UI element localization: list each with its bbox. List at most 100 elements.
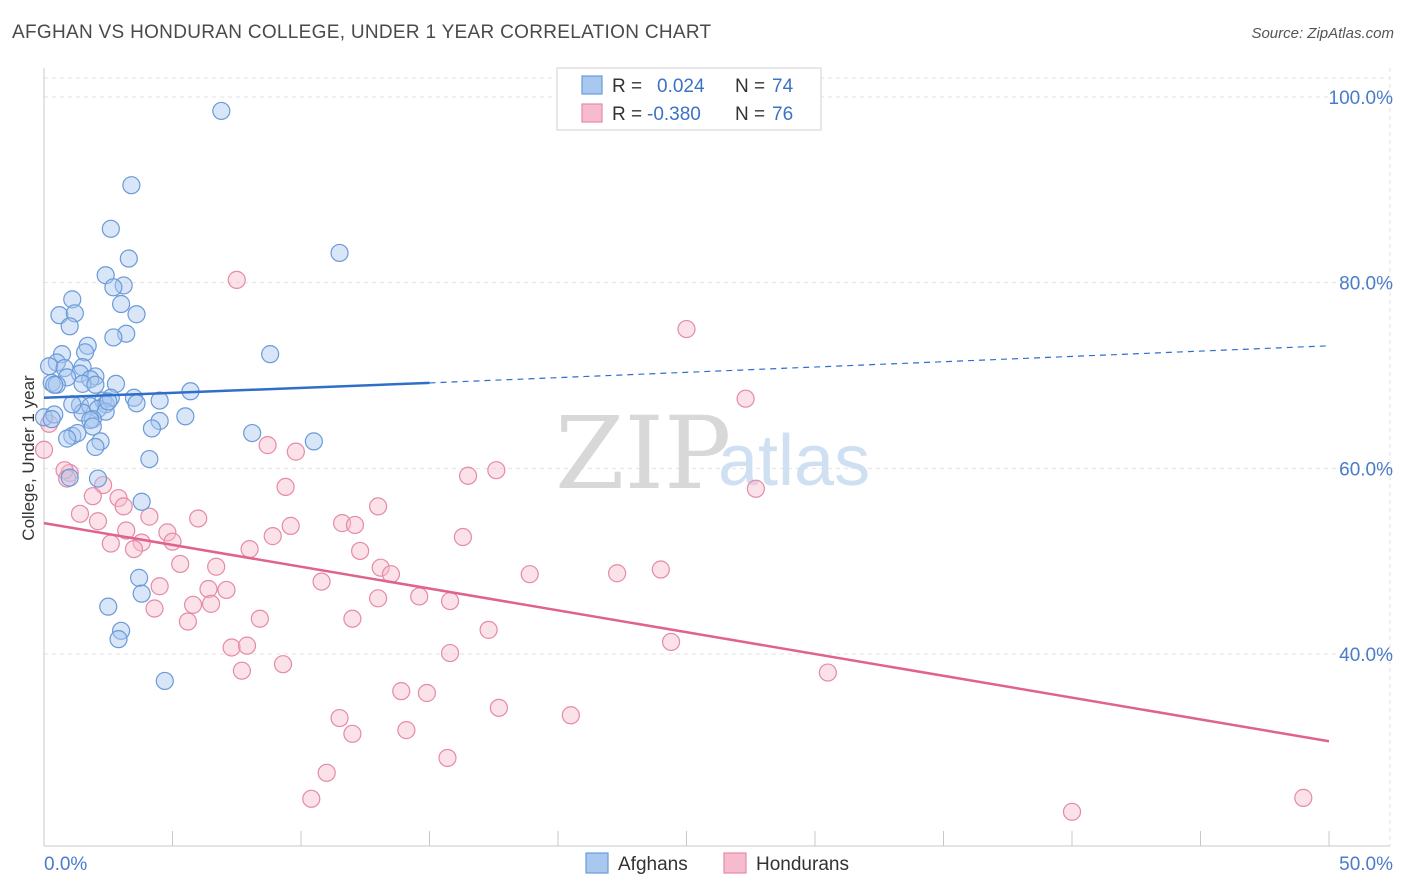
honduran-point — [263, 527, 282, 546]
afghan-point — [68, 423, 87, 443]
honduran-point — [117, 521, 136, 540]
honduran-point — [302, 789, 321, 808]
afghan-point — [142, 419, 162, 438]
afghan-point — [132, 584, 151, 603]
watermark: ZIP atlas — [555, 395, 870, 512]
honduran-point — [312, 572, 331, 591]
afghan-point — [40, 357, 59, 376]
afghans-trend-extension — [429, 345, 1330, 384]
afghan-point — [99, 597, 118, 616]
afghan-point — [88, 469, 108, 488]
x-tick-label-min: 0.0% — [44, 854, 87, 875]
x-tick-label-max: 50.0% — [1339, 854, 1393, 875]
honduran-point — [101, 534, 120, 553]
honduran-point — [183, 595, 203, 614]
legend-box: R = 0.024 N = 74 R = -0.380 N = 76 — [556, 67, 822, 131]
bottom-legend: Afghans Hondurans — [585, 852, 849, 875]
legend-hondurans-r-label: R = — [612, 104, 642, 125]
afghan-point — [330, 243, 349, 263]
honduran-point — [145, 599, 164, 618]
afghan-point — [127, 305, 146, 324]
honduran-point — [651, 560, 670, 579]
bottom-legend-hondurans-label: Hondurans — [756, 854, 849, 875]
afghan-point — [150, 391, 169, 410]
honduran-point — [222, 638, 241, 657]
honduran-point — [150, 577, 169, 596]
afghan-point — [150, 411, 169, 431]
afghan-point — [60, 468, 79, 487]
afghans-trend-line — [43, 381, 430, 400]
honduran-point — [70, 504, 90, 523]
watermark-atlas: atlas — [718, 421, 870, 501]
legend-hondurans-n-value: 76 — [772, 104, 793, 125]
honduran-point — [736, 389, 755, 408]
afghan-point — [86, 375, 105, 394]
honduran-point — [487, 461, 506, 480]
afghan-point — [76, 343, 95, 362]
honduran-point — [158, 523, 177, 542]
honduran-point — [343, 724, 362, 743]
honduran-point — [440, 591, 460, 611]
honduran-point — [479, 620, 498, 639]
bottom-legend-hondurans-swatch — [723, 852, 747, 874]
honduran-point — [1294, 788, 1313, 807]
honduran-point — [608, 564, 627, 583]
afghan-point — [176, 407, 195, 426]
honduran-point — [276, 477, 295, 496]
honduran-point — [250, 609, 269, 628]
afghan-point — [50, 306, 69, 325]
y-tick-label: 40.0% — [1339, 645, 1393, 666]
bottom-legend-afghans-label: Afghans — [618, 854, 688, 875]
afghan-point — [109, 630, 128, 649]
afghan-point — [261, 345, 280, 364]
honduran-point — [227, 270, 246, 289]
honduran-point — [34, 440, 54, 459]
legend-afghans-r-label: R = — [612, 76, 642, 97]
honduran-point — [458, 466, 478, 485]
honduran-point — [345, 515, 365, 535]
x-axis-ticks — [43, 831, 1330, 846]
afghan-point — [127, 394, 146, 413]
honduran-point — [453, 527, 473, 547]
bottom-legend-afghans-swatch — [585, 852, 609, 874]
afghan-point — [63, 290, 82, 309]
y-axis-tick-labels: 40.0% 60.0% 80.0% 100.0% — [1329, 88, 1394, 666]
watermark-zip: ZIP — [555, 395, 731, 512]
honduran-point — [330, 708, 349, 728]
honduran-point — [392, 682, 411, 701]
afghan-point — [140, 449, 159, 469]
afghan-point — [155, 671, 174, 691]
honduran-point — [199, 579, 218, 599]
honduran-point — [818, 663, 837, 682]
afghan-point — [104, 278, 123, 297]
afghan-point — [129, 568, 149, 587]
legend-hondurans-r-value: -0.380 — [647, 104, 701, 125]
honduran-point — [207, 557, 226, 576]
afghan-point — [212, 101, 231, 121]
honduran-point — [561, 706, 580, 725]
honduran-point — [171, 554, 190, 574]
afghan-point — [60, 317, 79, 336]
honduran-point — [124, 539, 144, 559]
afghan-point — [304, 432, 323, 451]
afghan-point — [104, 328, 123, 347]
legend-afghans-n-label: N = — [735, 76, 765, 97]
honduran-point — [240, 539, 259, 559]
honduran-point — [661, 632, 681, 652]
y-tick-label: 60.0% — [1339, 459, 1393, 480]
y-tick-label: 80.0% — [1339, 274, 1393, 295]
afghan-point — [91, 432, 110, 451]
y-axis-label: College, Under 1 year — [19, 375, 38, 541]
legend-hondurans-swatch — [581, 103, 603, 123]
honduran-point — [217, 580, 236, 600]
afghan-point — [45, 375, 64, 394]
honduran-point — [178, 612, 198, 631]
afghan-point — [111, 294, 131, 314]
honduran-point — [258, 436, 277, 455]
honduran-point — [232, 661, 251, 680]
chart-source: Source: ZipAtlas.com — [1251, 25, 1394, 42]
honduran-point — [281, 516, 300, 535]
honduran-point — [397, 721, 416, 740]
afghans-points — [34, 101, 349, 691]
